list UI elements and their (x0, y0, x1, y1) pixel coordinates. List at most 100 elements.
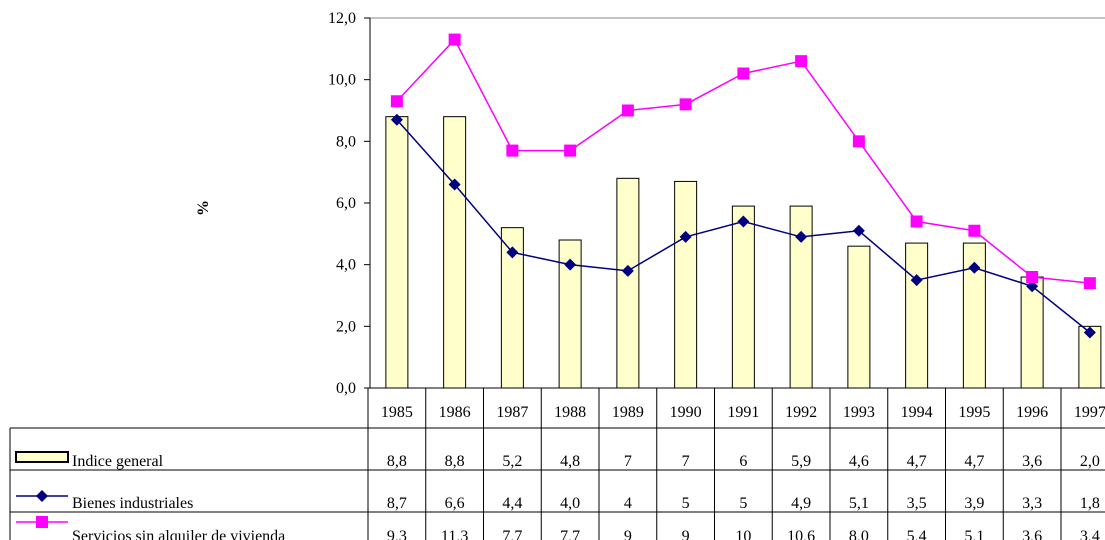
table-value: 10 (735, 528, 751, 540)
x-tick-label: 1992 (785, 404, 817, 421)
marker (564, 144, 577, 157)
y-tick-label: 2,0 (336, 318, 356, 335)
marker (448, 178, 461, 191)
table-value: 3,6 (1022, 453, 1042, 470)
table-value: 6 (739, 453, 747, 470)
x-tick-label: 1995 (958, 404, 990, 421)
marker (679, 230, 692, 243)
y-tick-label: 8,0 (336, 133, 356, 150)
marker (1026, 280, 1039, 293)
table-value: 4,9 (791, 495, 811, 512)
table-value: 9 (682, 528, 690, 540)
legend-label: Indice general (72, 453, 164, 470)
bar (616, 177, 640, 389)
table-value: 5,2 (502, 453, 522, 470)
marker (1026, 271, 1039, 283)
table-value: 4,6 (849, 453, 869, 470)
y-tick-label: 6,0 (336, 195, 356, 212)
bar (731, 205, 755, 389)
y-tick-label: 12,0 (328, 10, 356, 27)
table-value: 1,8 (1080, 495, 1100, 512)
table-value: 5,4 (907, 528, 927, 540)
marker (390, 113, 403, 126)
y-axis-label: % (195, 200, 212, 216)
x-tick-label: 1996 (1016, 404, 1048, 421)
legend-label: Bienes industriales (72, 495, 193, 512)
table-value: 2,0 (1080, 453, 1100, 470)
table-value: 11,3 (441, 528, 468, 540)
y-tick-label: 0,0 (336, 380, 356, 397)
table-value: 7 (682, 453, 690, 470)
legend-swatch (15, 451, 69, 463)
y-tick-label: 10,0 (328, 72, 356, 89)
marker (679, 98, 692, 111)
table-value: 5,9 (791, 453, 811, 470)
marker (852, 224, 865, 237)
marker (390, 95, 403, 108)
marker (795, 230, 808, 243)
table-value: 4,7 (907, 453, 927, 470)
marker (1083, 326, 1096, 339)
table-value: 3,4 (1080, 528, 1100, 540)
marker (968, 224, 981, 237)
table-value: 7,7 (502, 528, 522, 540)
table-value: 8,8 (445, 453, 465, 470)
table-value: 5 (739, 495, 747, 512)
bar (443, 116, 467, 389)
table-value: 7,7 (560, 528, 580, 540)
x-tick-label: 1987 (496, 404, 528, 421)
x-tick-label: 1994 (901, 404, 933, 421)
bar (674, 180, 698, 389)
marker (968, 261, 981, 274)
bar (905, 242, 929, 389)
table-value: 4,8 (560, 453, 580, 470)
table-value: 10,6 (787, 528, 815, 540)
bar (847, 245, 871, 389)
table-value: 8,0 (849, 528, 869, 540)
table-value: 3,5 (907, 495, 927, 512)
y-tick-label: 4,0 (336, 257, 356, 274)
legend-marker (36, 516, 48, 528)
marker (910, 274, 923, 287)
marker (795, 55, 808, 68)
marker (910, 215, 923, 228)
x-tick-label: 1990 (670, 404, 702, 421)
marker (737, 67, 750, 80)
marker (564, 258, 577, 271)
bar (385, 116, 409, 389)
table-value: 5,1 (849, 495, 869, 512)
table-value: 9 (624, 528, 632, 540)
table-value: 6,6 (445, 495, 465, 512)
table-value: 3,9 (964, 495, 984, 512)
x-tick-label: 1986 (439, 404, 471, 421)
table-value: 8,8 (387, 453, 407, 470)
table-value: 5,1 (964, 528, 984, 540)
x-tick-label: 1997 (1074, 404, 1105, 421)
legend-marker (36, 490, 48, 502)
marker (852, 135, 865, 148)
table-value: 5 (682, 495, 690, 512)
x-tick-label: 1988 (554, 404, 586, 421)
x-tick-label: 1993 (843, 404, 875, 421)
table-value: 8,7 (387, 495, 407, 512)
table-value: 4,7 (964, 453, 984, 470)
legend-label: Servicios sin alquiler de vivienda (72, 528, 285, 540)
marker (506, 144, 519, 157)
marker (621, 264, 634, 277)
table-value: 7 (624, 453, 632, 470)
marker (448, 33, 461, 46)
table-value: 4 (624, 495, 632, 512)
marker (737, 215, 750, 228)
table-value: 9,3 (387, 528, 407, 540)
marker (506, 246, 519, 259)
marker (1083, 277, 1096, 290)
x-tick-label: 1991 (727, 404, 759, 421)
x-tick-label: 1985 (381, 404, 413, 421)
marker (621, 104, 634, 117)
x-tick-label: 1989 (612, 404, 644, 421)
table-value: 4,4 (502, 495, 522, 512)
table-value: 4,0 (560, 495, 580, 512)
table-value: 3,6 (1022, 528, 1042, 540)
bar (1020, 276, 1044, 389)
